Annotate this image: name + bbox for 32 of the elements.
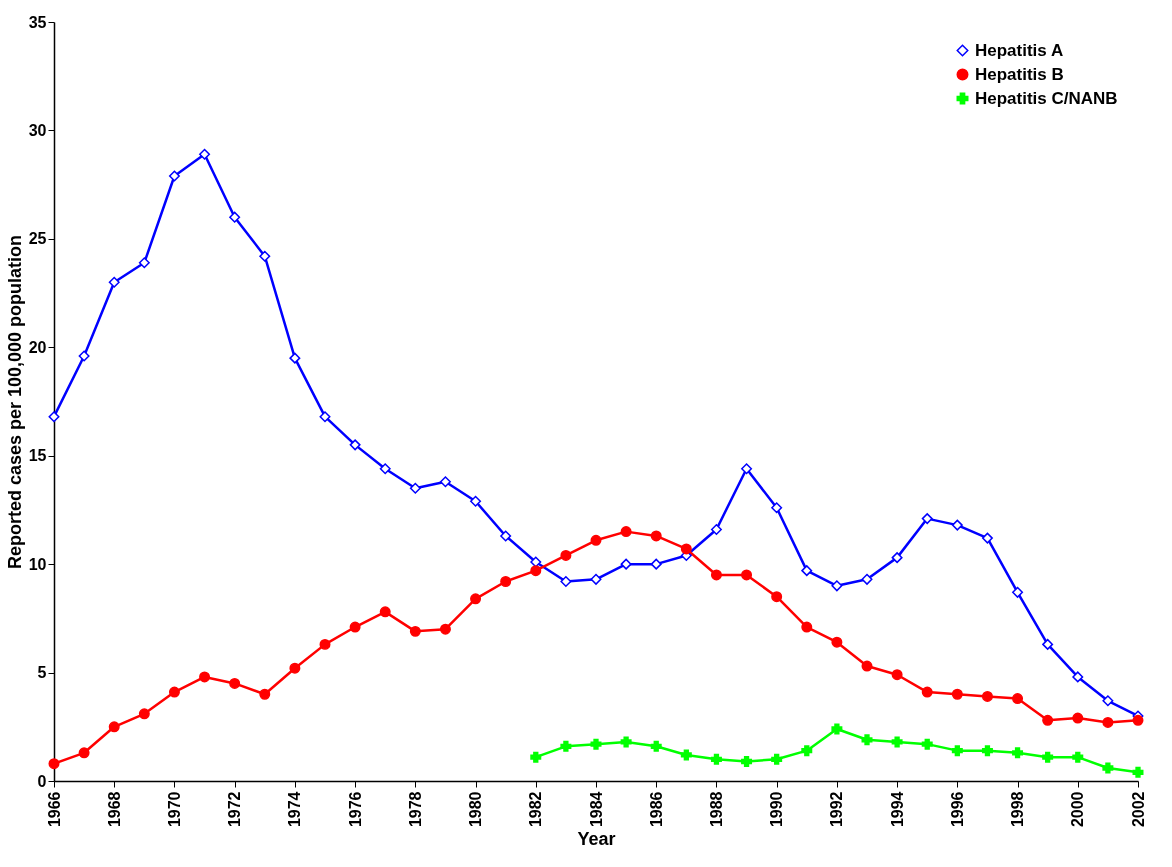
x-tick-label: 1966 <box>45 791 63 828</box>
x-axis-title: Year <box>577 829 616 850</box>
x-tick-label: 1990 <box>768 791 786 828</box>
x-tick-label: 1980 <box>467 791 485 828</box>
x-tick-label: 1972 <box>226 791 244 828</box>
x-tick-label: 1976 <box>346 791 364 828</box>
x-tick-label: 1974 <box>286 791 304 828</box>
y-tick-label: 20 <box>28 338 47 356</box>
y-tick-label: 15 <box>28 447 47 465</box>
x-tick-label: 1986 <box>647 791 665 828</box>
x-tick-label: 1992 <box>828 791 846 828</box>
x-tick-label: 1984 <box>587 791 605 828</box>
y-tick-label: 35 <box>28 13 47 31</box>
y-tick-label: 10 <box>28 555 47 573</box>
y-tick-label: 0 <box>37 772 47 790</box>
x-tick-label: 1978 <box>406 791 424 828</box>
legend-label: Hepatitis A <box>975 40 1064 60</box>
x-tick-label: 1988 <box>707 791 725 828</box>
y-tick-label: 25 <box>28 230 47 248</box>
x-tick-label: 2002 <box>1129 791 1147 828</box>
legend-label: Hepatitis C/NANB <box>975 88 1118 108</box>
y-axis-title: Reported cases per 100,000 population <box>4 234 25 570</box>
x-tick-label: 1994 <box>888 791 906 828</box>
legend-label: Hepatitis B <box>975 64 1064 84</box>
x-tick-label: 1970 <box>165 791 183 828</box>
y-tick-label: 5 <box>37 664 47 682</box>
x-tick-label: 1968 <box>105 791 123 828</box>
x-tick-label: 1998 <box>1009 791 1027 828</box>
y-tick-label: 30 <box>28 121 47 139</box>
x-tick-label: 1996 <box>948 791 966 828</box>
x-tick-label: 2000 <box>1069 791 1087 828</box>
x-tick-label: 1982 <box>527 791 545 828</box>
